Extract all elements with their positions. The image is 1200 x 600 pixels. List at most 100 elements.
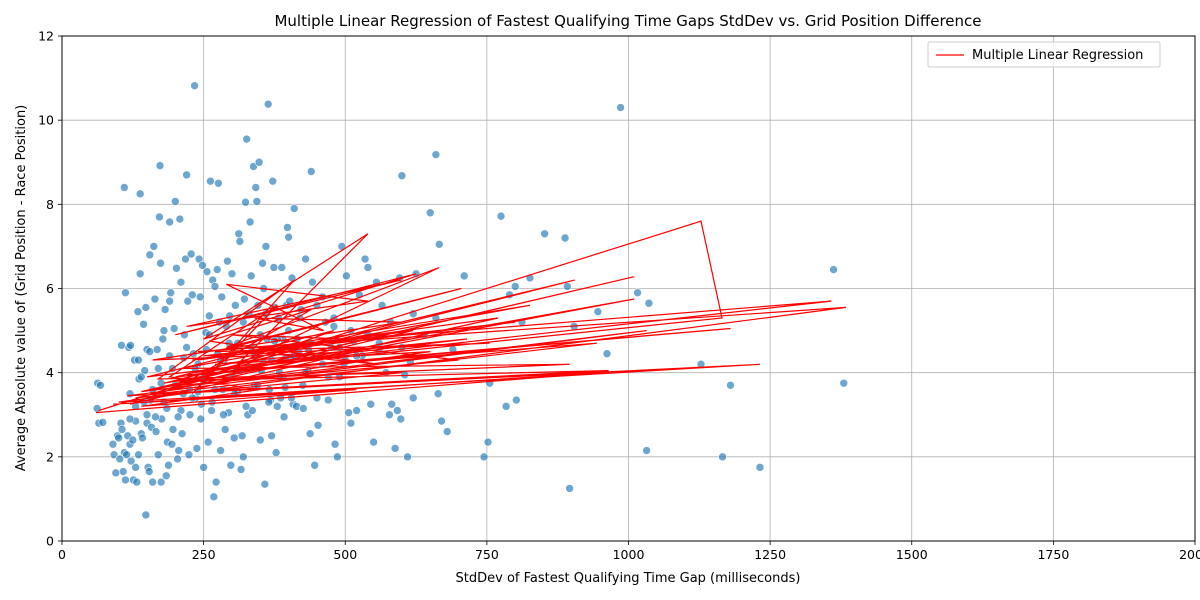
- scatter-point: [207, 397, 217, 407]
- scatter-point: [496, 211, 506, 221]
- y-tick-label: 10: [38, 113, 54, 128]
- scatter-point: [261, 242, 271, 251]
- scatter-point: [139, 319, 148, 329]
- scatter-point: [633, 288, 642, 298]
- scatter-point: [164, 460, 173, 470]
- scatter-point: [330, 439, 340, 449]
- scatter-point: [308, 277, 317, 287]
- scatter-point: [190, 81, 199, 90]
- scatter-point: [134, 355, 143, 365]
- scatter-point: [209, 492, 219, 502]
- scatter-point: [204, 311, 214, 321]
- scatter-point: [839, 378, 849, 388]
- scatter-point: [187, 290, 197, 300]
- scatter-point: [235, 237, 245, 246]
- scatter-point: [283, 223, 292, 232]
- scatter-point: [459, 271, 469, 281]
- scatter-point: [602, 349, 612, 359]
- scatter-point: [126, 456, 136, 466]
- scatter-point: [156, 477, 166, 487]
- scatter-point: [397, 171, 407, 181]
- scatter-point: [98, 418, 108, 427]
- scatter-point: [408, 393, 418, 403]
- scatter-point: [299, 404, 308, 413]
- scatter-point: [234, 229, 244, 239]
- scatter-point: [226, 460, 236, 470]
- scatter-point: [118, 467, 128, 476]
- scatter-point: [196, 414, 206, 424]
- scatter-point: [183, 296, 193, 306]
- y-tick-label: 4: [46, 365, 54, 380]
- legend-entry-regression: Multiple Linear Regression: [972, 48, 1143, 63]
- scatter-point: [150, 294, 160, 304]
- scatter-point: [512, 395, 521, 405]
- scatter-point: [216, 446, 225, 455]
- scatter-point: [166, 288, 176, 298]
- scatter-point: [403, 452, 412, 462]
- scatter-point: [202, 267, 212, 276]
- scatter-point: [248, 406, 257, 415]
- scatter-point: [264, 397, 274, 407]
- scatter-point: [125, 389, 135, 399]
- scatter-point: [144, 467, 154, 476]
- scatter-point: [186, 249, 196, 259]
- scatter-point: [165, 296, 174, 306]
- scatter-point: [148, 477, 157, 487]
- x-tick-label: 1500: [896, 547, 928, 562]
- scatter-point: [616, 103, 625, 112]
- scatter-point: [437, 416, 446, 426]
- scatter-point: [154, 364, 163, 373]
- scatter-point: [134, 450, 143, 460]
- scatter-point: [227, 269, 237, 279]
- scatter-point: [251, 183, 261, 192]
- scatter-point: [342, 271, 351, 281]
- scatter-point: [108, 439, 118, 449]
- scatter-point: [301, 254, 310, 264]
- scatter-point: [135, 189, 145, 199]
- scatter-point: [223, 256, 232, 266]
- scatter-point: [241, 197, 250, 207]
- scatter-point: [238, 452, 248, 462]
- scatter-point: [310, 460, 319, 470]
- scatter-point: [132, 477, 142, 487]
- scatter-point: [642, 446, 651, 455]
- scatter-point: [442, 427, 452, 436]
- scatter-point: [563, 282, 572, 291]
- y-tick-label: 0: [46, 534, 54, 549]
- scatter-point: [198, 261, 207, 270]
- scatter-point: [366, 399, 376, 409]
- scatter-point: [137, 372, 146, 382]
- scatter-point: [122, 450, 131, 460]
- scatter-point: [229, 433, 239, 443]
- scatter-point: [369, 437, 378, 447]
- scatter-point: [165, 217, 174, 227]
- scatter-point: [117, 425, 127, 434]
- scatter-point: [151, 427, 161, 436]
- regression-line-layer: [95, 220, 847, 414]
- scatter-point: [258, 258, 267, 268]
- scatter-point: [214, 178, 223, 188]
- legend-box: [927, 41, 1161, 68]
- scatter-point: [155, 161, 165, 170]
- scatter-point: [305, 429, 315, 438]
- scatter-point: [360, 254, 370, 264]
- x-tick-label: 1250: [754, 547, 786, 562]
- scatter-point: [393, 406, 402, 415]
- scatter-point: [236, 465, 246, 474]
- scatter-point: [192, 444, 202, 453]
- scatter-point: [501, 402, 511, 411]
- scatter-point: [363, 263, 373, 272]
- scatter-point: [162, 404, 172, 413]
- scatter-point: [434, 240, 444, 249]
- x-tick-label: 250: [192, 547, 216, 562]
- scatter-point: [160, 305, 170, 314]
- scatter-point: [225, 311, 234, 321]
- scatter-point: [117, 341, 126, 350]
- scatter-point: [175, 214, 185, 224]
- scatter-point: [149, 242, 159, 251]
- x-tick-label: 1000: [613, 547, 645, 562]
- scatter-point: [203, 437, 213, 447]
